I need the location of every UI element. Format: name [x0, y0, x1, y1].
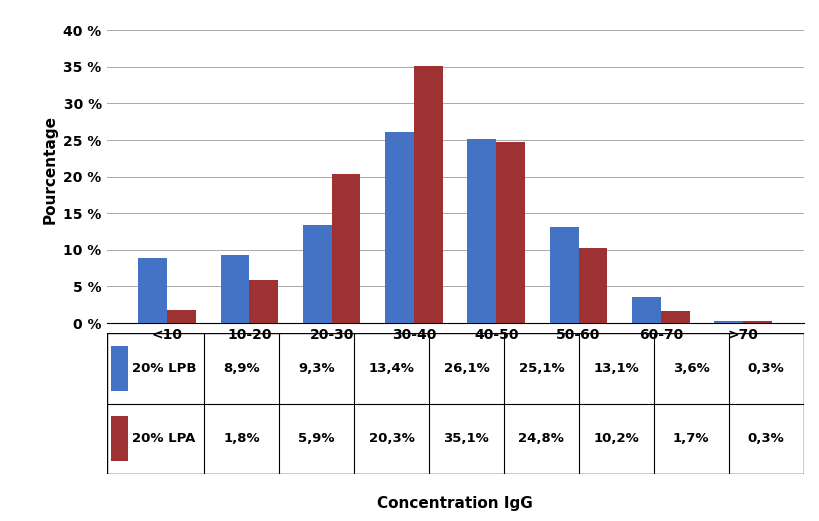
Text: 1,7%: 1,7% — [672, 432, 708, 445]
Text: 0,3%: 0,3% — [747, 432, 784, 445]
Bar — [467, 139, 495, 323]
Text: 35,1%: 35,1% — [443, 432, 489, 445]
Text: 0,3%: 0,3% — [747, 362, 784, 375]
Bar — [385, 132, 414, 323]
Text: 20% LPB: 20% LPB — [132, 362, 197, 375]
Bar — [138, 258, 167, 323]
Text: 20% LPA: 20% LPA — [132, 432, 195, 445]
Text: 20,3%: 20,3% — [368, 432, 414, 445]
Bar — [331, 175, 360, 323]
Bar — [249, 280, 278, 323]
Bar — [578, 249, 607, 323]
Bar — [742, 321, 771, 323]
Text: 25,1%: 25,1% — [518, 362, 563, 375]
Bar — [167, 310, 196, 323]
Text: 9,3%: 9,3% — [298, 362, 334, 375]
Bar — [549, 227, 578, 323]
Bar — [660, 311, 689, 323]
Bar — [414, 66, 442, 323]
Text: 8,9%: 8,9% — [223, 362, 260, 375]
Text: 26,1%: 26,1% — [443, 362, 489, 375]
Text: 1,8%: 1,8% — [223, 432, 260, 445]
Bar — [713, 321, 742, 323]
Bar — [495, 142, 524, 323]
Bar — [111, 416, 128, 462]
Bar — [220, 255, 249, 323]
Text: 10,2%: 10,2% — [593, 432, 638, 445]
Text: 5,9%: 5,9% — [298, 432, 334, 445]
Text: 3,6%: 3,6% — [672, 362, 708, 375]
Bar — [111, 346, 128, 391]
Y-axis label: Pourcentage: Pourcentage — [43, 115, 57, 224]
Text: 13,4%: 13,4% — [368, 362, 414, 375]
Bar — [302, 225, 331, 323]
Bar — [631, 296, 660, 323]
Text: 13,1%: 13,1% — [593, 362, 638, 375]
Text: 24,8%: 24,8% — [518, 432, 563, 445]
Text: Concentration IgG: Concentration IgG — [377, 495, 532, 511]
